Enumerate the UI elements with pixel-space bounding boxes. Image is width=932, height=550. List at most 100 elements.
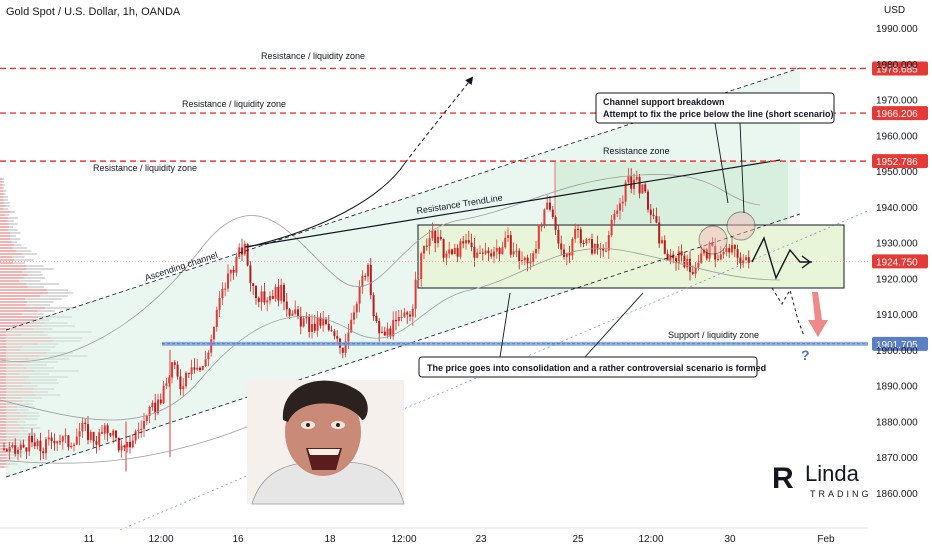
candle-body	[151, 402, 154, 407]
candle-body	[493, 251, 495, 257]
y-tick-label: 1900.000	[876, 346, 918, 357]
volume-profile-bar	[8, 229, 18, 231]
y-tick-label: 1870.000	[876, 453, 918, 464]
candle-body	[619, 203, 621, 211]
candle-body	[112, 430, 115, 436]
volume-profile-bar	[0, 301, 28, 303]
candle-body	[106, 425, 109, 434]
candle-body	[193, 367, 196, 370]
candle-body	[557, 229, 560, 244]
volume-profile-bar	[0, 310, 38, 312]
volume-profile-bar	[22, 313, 44, 315]
zones-layer	[6, 68, 845, 478]
candle-body	[602, 248, 605, 251]
candle-body	[36, 440, 39, 447]
candle-body	[420, 253, 423, 279]
candle-body	[355, 303, 358, 313]
candle-body	[210, 339, 213, 353]
volume-profile-bar	[2, 184, 5, 186]
candle-body	[521, 260, 523, 262]
candle-body	[25, 447, 28, 452]
volume-profile-bar	[12, 247, 28, 249]
candle-body	[613, 213, 616, 220]
volume-profile-bar	[0, 184, 3, 186]
candle-body	[714, 246, 717, 260]
y-tick-label: 1970.000	[876, 96, 918, 107]
candle-body	[680, 251, 683, 256]
logo-text-top: Linda	[805, 461, 860, 486]
candle-body	[411, 308, 414, 317]
candle-body	[585, 239, 588, 244]
volume-profile-bar	[0, 304, 26, 306]
face-pupil	[306, 423, 310, 427]
volume-profile-bar	[16, 250, 32, 252]
annotation-support-zone: Support / liquidity zone	[668, 330, 759, 340]
face-hair	[282, 380, 368, 422]
candle-body	[131, 440, 134, 448]
candle-body	[232, 270, 235, 273]
candle-body	[308, 317, 311, 332]
candle-body	[689, 258, 691, 272]
candle-body	[652, 214, 655, 216]
volume-profile-bar	[22, 253, 37, 255]
volume-profile-bar	[0, 277, 24, 279]
candle-body	[353, 312, 355, 320]
candle-body	[17, 449, 19, 454]
candle-body	[540, 225, 543, 227]
volume-profile-bar	[0, 466, 5, 468]
volume-profile-bar	[0, 202, 5, 204]
volume-profile-bar	[0, 223, 9, 225]
candle-body	[655, 216, 658, 223]
candle-body	[277, 286, 280, 301]
x-tick-label: 16	[232, 534, 244, 545]
volume-profile-bar	[0, 268, 27, 270]
volume-profile-bar	[23, 277, 45, 279]
highlight-circle	[726, 211, 756, 241]
candle-body	[294, 309, 297, 314]
candle-body	[182, 386, 185, 390]
candle-body	[92, 431, 95, 442]
candle-body	[280, 284, 283, 301]
candle-body	[333, 331, 336, 337]
candle-body	[157, 399, 159, 414]
candle-body	[705, 249, 708, 259]
candle-body	[605, 250, 607, 252]
candle-body	[389, 328, 392, 337]
resistance-trendline	[244, 159, 781, 248]
volume-profile-bar	[14, 244, 22, 246]
candle-body	[235, 256, 238, 273]
candle-body	[733, 244, 736, 250]
volume-profile-bar	[0, 286, 28, 288]
volume-profile-bar	[0, 460, 8, 462]
candle-body	[596, 243, 599, 250]
highlight-circle	[698, 225, 728, 255]
volume-profile-bar	[0, 220, 8, 222]
y-tick-label: 1880.000	[876, 417, 918, 428]
candle-body	[728, 248, 731, 253]
candle-body	[361, 276, 364, 287]
candle-body	[140, 428, 143, 430]
volume-profile-bar	[0, 298, 26, 300]
x-tick-label: 11	[84, 534, 95, 545]
candle-body	[677, 251, 680, 263]
volume-profile-bar	[26, 268, 54, 270]
callout-pointer	[584, 292, 644, 358]
volume-profile-bar	[0, 208, 4, 210]
x-tick-label: 12:00	[391, 534, 416, 545]
candle-body	[196, 367, 199, 370]
candle-body	[591, 239, 593, 254]
volume-profile-bar	[0, 187, 3, 189]
volume-profile-bar	[0, 217, 9, 219]
y-tick-label: 1950.000	[876, 167, 918, 178]
candle-body	[515, 250, 518, 252]
candle-body	[579, 229, 582, 243]
volume-profile-bar	[0, 238, 11, 240]
candle-body	[81, 422, 84, 432]
candle-body	[731, 244, 733, 253]
callout-breakdown-line2: Attempt to fix the price below the line …	[603, 109, 834, 119]
volume-profile-bar	[11, 256, 25, 258]
candle-body	[649, 209, 652, 215]
volume-profile-bar	[7, 220, 14, 222]
question-mark: ?	[801, 347, 810, 363]
